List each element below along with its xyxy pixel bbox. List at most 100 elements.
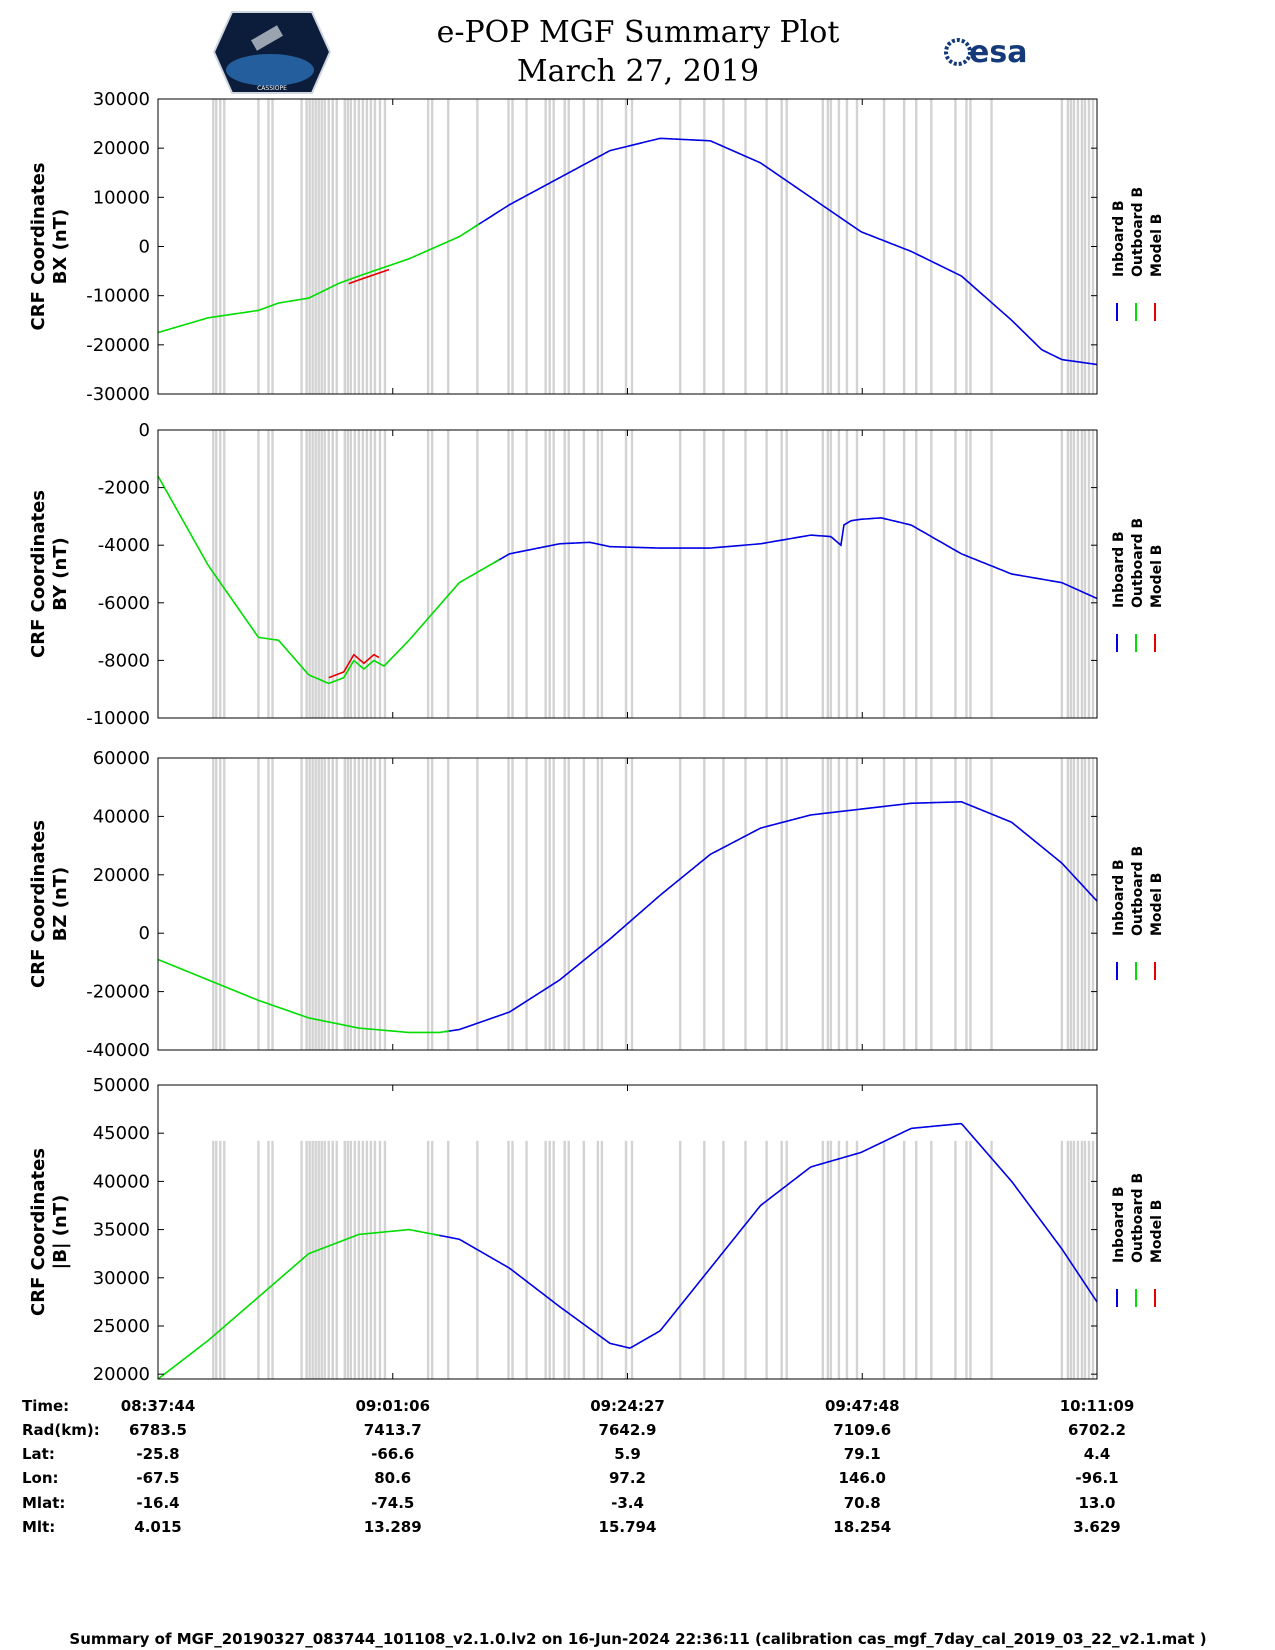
data-gap-bar (373, 430, 377, 718)
data-gap-bar (582, 1140, 586, 1379)
data-gap-bar (902, 1140, 906, 1379)
data-gap-bar (703, 1140, 706, 1379)
orbit-info-table: Time: Rad(km): Lat: Lon: Mlat: Mlt: 08:37:44 67… (22, 1397, 1134, 1536)
data-gap-bar (785, 99, 788, 394)
info-cell: 80.6 (374, 1469, 411, 1487)
data-gap-bar (343, 758, 346, 1050)
data-gap-bar (1091, 758, 1095, 1050)
data-gap-bar (369, 758, 373, 1050)
data-gap-bar (357, 99, 361, 394)
data-gap-bar (335, 99, 338, 394)
data-gap-bar (331, 758, 334, 1050)
data-gap-bar (476, 1140, 479, 1379)
inboard-b-trace (444, 801, 1098, 1033)
data-gap-bar (930, 758, 933, 1050)
data-gap-bar (305, 99, 308, 394)
data-gap-bar (600, 430, 604, 718)
data-gap-bar (511, 758, 514, 1050)
y-axis-label-line: CRF Coordinates (28, 490, 49, 658)
data-gap-bar (829, 1140, 833, 1379)
info-cell: 09:47:48 (825, 1397, 900, 1415)
data-gap-bar (320, 1140, 323, 1379)
data-gap-bar (915, 1140, 918, 1379)
data-gap-bar (305, 1140, 308, 1379)
data-gap-bar (1066, 430, 1070, 718)
data-gap-bar (679, 430, 682, 718)
data-gap-bar (1076, 99, 1080, 394)
data-gap-bar (525, 99, 528, 394)
data-gap-bar (826, 1140, 830, 1379)
data-gap-bar (426, 430, 430, 718)
data-gap-bar (447, 99, 450, 394)
data-gap-bar (567, 1140, 570, 1379)
data-gap-bar (1087, 1140, 1091, 1379)
data-gap-bar (1091, 430, 1095, 718)
data-gap-bar (215, 430, 218, 718)
outboard-b-trace (157, 958, 450, 1034)
data-gap-bar (219, 758, 222, 1050)
data-gap-bar (780, 1140, 783, 1379)
y-tick-label: 0 (139, 923, 150, 944)
data-gap-bar (353, 1140, 357, 1379)
y-tick-label: 20000 (93, 1364, 150, 1385)
info-cell: -74.5 (371, 1494, 414, 1512)
data-gap-bar (969, 1140, 972, 1379)
data-gap-bar (1069, 99, 1073, 394)
y-axis-label-line: BX (nT) (50, 209, 71, 284)
data-gap-bar (378, 758, 382, 1050)
data-gap-bar (323, 99, 326, 394)
data-gap-bar (845, 99, 849, 394)
data-gap-bar (600, 99, 604, 394)
data-gap-bar (582, 758, 586, 1050)
data-gap-bar (525, 1140, 528, 1379)
legend: Inboard B Outboard B Model B (1111, 518, 1165, 652)
data-gap-bar (845, 430, 849, 718)
data-gap-bar (300, 758, 303, 1050)
data-gap-bar (829, 99, 833, 394)
panel-3: 60000 40000 20000 0 -20000 -40000 CRF Coordina… (28, 748, 1165, 1061)
legend-label: Inboard B (1111, 200, 1127, 277)
legend-label: Inboard B (1111, 531, 1127, 608)
info-row-label: Rad(km): (22, 1421, 100, 1439)
data-gap-bar (430, 1140, 434, 1379)
data-gap-bar (378, 430, 382, 718)
data-gap-bar (223, 99, 226, 394)
data-gap-bar (1083, 430, 1087, 718)
info-cell: 70.8 (844, 1494, 881, 1512)
data-gap-bar (1066, 758, 1070, 1050)
inboard-b-trace (494, 517, 1098, 600)
data-gap-bar (1060, 1140, 1064, 1379)
esa-logo: esa (944, 35, 1027, 70)
data-gap-bar (327, 1140, 330, 1379)
data-gap-bar (361, 99, 365, 394)
data-gap-bar (426, 758, 430, 1050)
data-gap-bar (596, 758, 600, 1050)
data-gap-bar (855, 99, 859, 394)
info-row-label: Time: (22, 1397, 69, 1415)
data-gap-bar (600, 1140, 604, 1379)
y-tick-label: 20000 (93, 865, 150, 886)
y-axis-label: CRF Coordinates|B| (nT) (28, 1148, 71, 1316)
data-gap-bar (821, 99, 825, 394)
y-axis-label: CRF CoordinatesBZ (nT) (28, 820, 71, 988)
y-axis-label: CRF CoordinatesBY (nT) (28, 490, 71, 658)
data-gap-bar (915, 758, 918, 1050)
data-gap-bar (1083, 758, 1087, 1050)
data-gap-bar (271, 758, 274, 1050)
info-cell: 13.289 (364, 1518, 422, 1536)
data-gap-bar (349, 430, 353, 718)
y-tick-label: 0 (139, 237, 150, 258)
y-tick-label: 60000 (93, 748, 150, 769)
data-gap-bar (373, 99, 377, 394)
data-gap-bar (353, 758, 357, 1050)
y-axis-label-line: CRF Coordinates (28, 820, 49, 988)
data-gap-bar (930, 99, 933, 394)
data-gap-bar (511, 1140, 514, 1379)
info-cell: 6702.2 (1068, 1421, 1126, 1439)
data-gap-bar (383, 99, 387, 394)
data-gap-bar (1072, 430, 1076, 718)
data-gap-bar (378, 1140, 382, 1379)
legend-label: Outboard B (1130, 518, 1146, 608)
data-gap-bar (567, 99, 570, 394)
data-gap-bar (1087, 758, 1091, 1050)
